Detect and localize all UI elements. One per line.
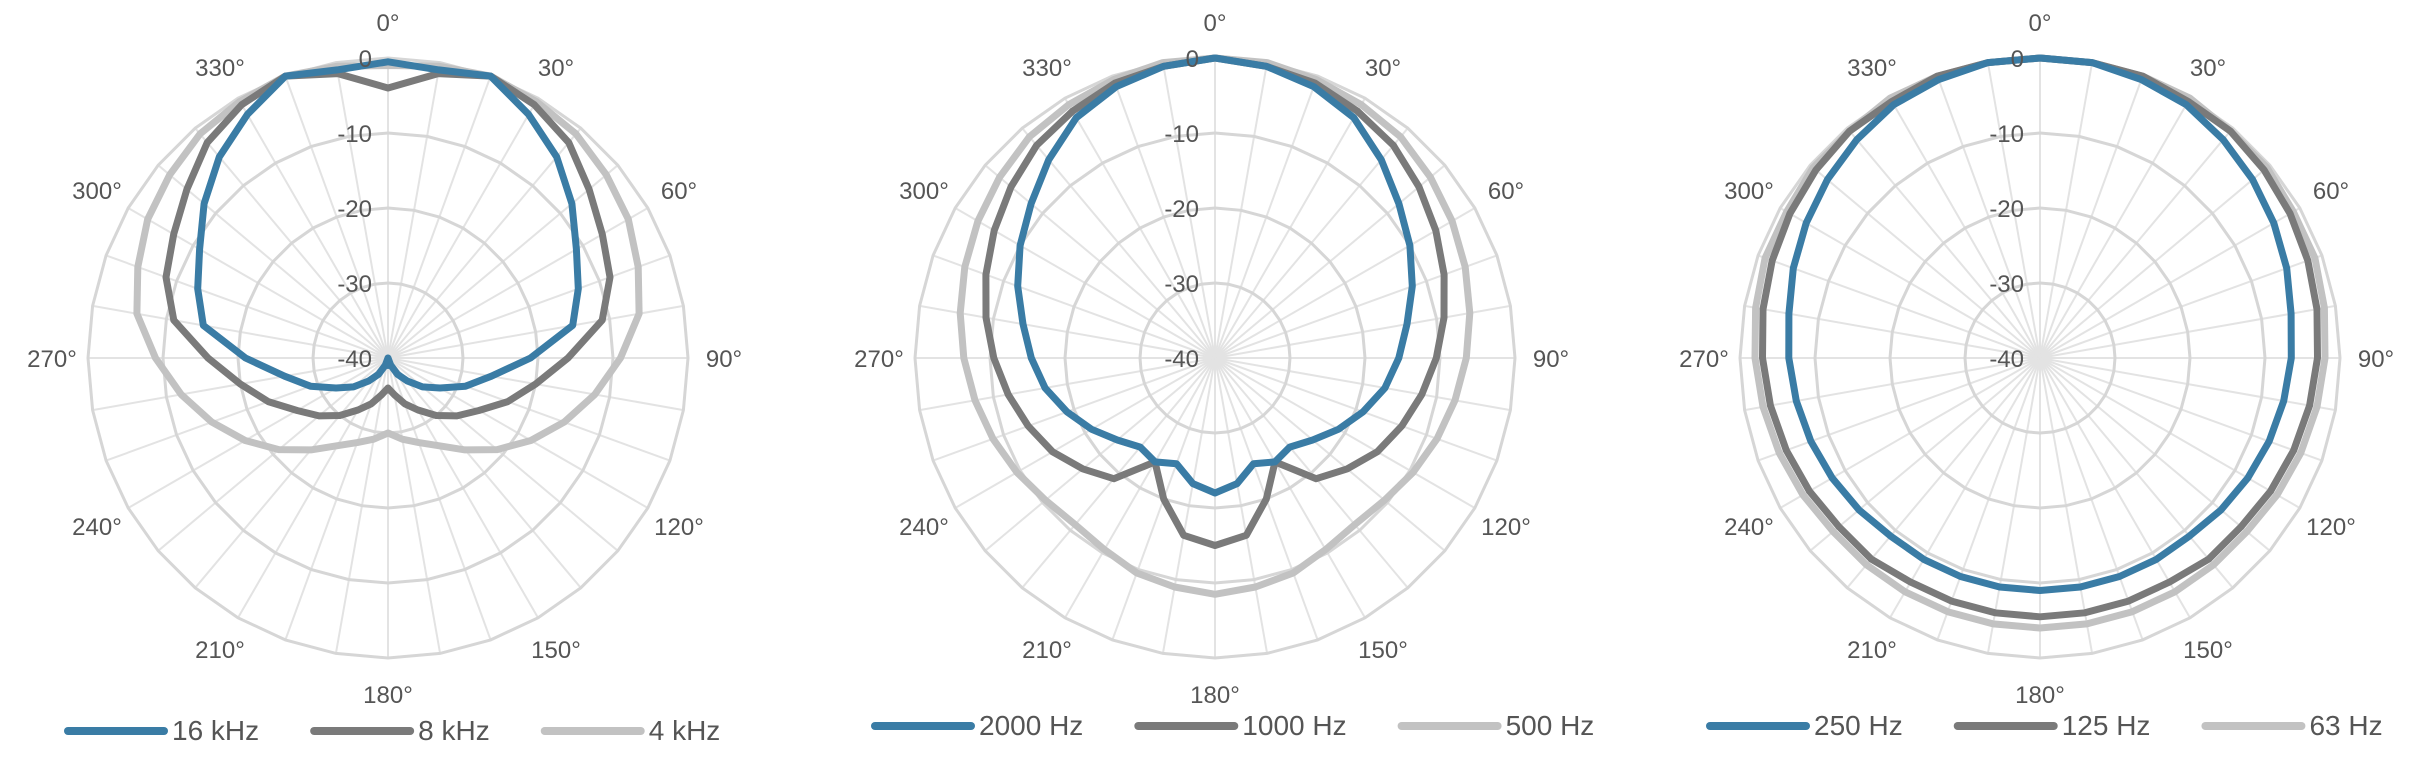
legend-label: 63 Hz [2309, 710, 2382, 741]
legend: 250 Hz 125 Hz 63 Hz [1706, 710, 2383, 741]
legend-label: 4 kHz [649, 715, 721, 746]
angle-label: 150° [531, 637, 581, 664]
legend-label: 250 Hz [1814, 710, 1903, 741]
radial-tick-label: -40 [337, 346, 372, 373]
legend-label: 1000 Hz [1242, 710, 1346, 741]
radial-tick-label: -40 [1164, 346, 1199, 373]
polar-chart-1: 0 -10 -20 -30 -40 0° 30° 60° 90° 120° 150° 180° 210°… [27, 10, 742, 746]
radial-tick-label: -30 [1164, 271, 1199, 298]
radial-tick-label: -30 [337, 271, 372, 298]
angle-label: 90° [2358, 346, 2394, 373]
angle-label: 330° [1022, 55, 1072, 82]
angle-label: 180° [363, 682, 413, 709]
series-line-4-khz [133, 62, 643, 454]
angle-label: 330° [1847, 55, 1897, 82]
angle-label: 210° [195, 637, 245, 664]
angle-label: 180° [1190, 682, 1240, 709]
series-line-1000-hz [982, 54, 1448, 549]
angle-label: 90° [706, 346, 742, 373]
series-line-8-khz [162, 70, 614, 420]
legend-label: 500 Hz [1506, 710, 1595, 741]
angle-label: 60° [661, 178, 697, 205]
radial-gridline [86, 56, 690, 660]
radial-gridline [913, 56, 1517, 660]
angle-label: 90° [1533, 346, 1569, 373]
legend-label: 125 Hz [2062, 710, 2151, 741]
series-line-125-hz [1759, 54, 2321, 621]
angle-label: 210° [1022, 637, 1072, 664]
series-line-16-khz [194, 58, 582, 392]
angle-label: 0° [1204, 10, 1227, 37]
angle-label: 150° [1358, 637, 1408, 664]
angle-label: 0° [377, 10, 400, 37]
radial-gridline [1888, 206, 2192, 510]
angle-label: 210° [1847, 637, 1897, 664]
radial-tick-label: -30 [1989, 271, 2024, 298]
series-line-2000-hz [1014, 54, 1416, 497]
radial-tick-label: 0 [359, 46, 372, 73]
angle-label: 60° [2313, 178, 2349, 205]
angle-label: 30° [1365, 55, 1401, 82]
legend: 2000 Hz 1000 Hz 500 Hz [871, 710, 1595, 741]
angle-label: 30° [2190, 55, 2226, 82]
angle-label: 120° [2306, 514, 2356, 541]
polar-chart-2: 0 -10 -20 -30 -40 0° 30° 60° 90° 120° 150° 180° 210°… [854, 10, 1594, 741]
series-line-500-hz [956, 54, 1474, 598]
angle-label: 150° [2183, 637, 2233, 664]
radial-tick-label: -10 [337, 121, 372, 148]
angle-label: 120° [1481, 514, 1531, 541]
angle-label: 240° [72, 514, 122, 541]
radial-tick-label: -10 [1164, 121, 1199, 148]
angle-label: 0° [2029, 10, 2052, 37]
legend-label: 16 kHz [172, 715, 259, 746]
angle-label: 330° [195, 55, 245, 82]
angle-label: 240° [899, 514, 949, 541]
radial-tick-label: -20 [337, 196, 372, 223]
radial-gridline [236, 206, 540, 510]
radial-tick-label: -20 [1989, 196, 2024, 223]
angle-label: 270° [1679, 346, 1729, 373]
legend-label: 8 kHz [418, 715, 490, 746]
radial-gridline [1813, 131, 2267, 585]
radial-gridline [1138, 281, 1292, 435]
radial-gridline [1738, 56, 2342, 660]
angle-label: 60° [1488, 178, 1524, 205]
radial-gridline [161, 131, 615, 585]
radial-gridline [1063, 206, 1367, 510]
radial-tick-label: -40 [1989, 346, 2024, 373]
radial-tick-label: -20 [1164, 196, 1199, 223]
angle-label: 270° [27, 346, 77, 373]
series-line-250-hz [1785, 54, 2295, 594]
series-line-63-hz [1751, 54, 2329, 632]
radial-gridline [1963, 281, 2117, 435]
angle-label: 30° [538, 55, 574, 82]
angle-label: 300° [72, 178, 122, 205]
angle-label: 240° [1724, 514, 1774, 541]
radial-tick-label: 0 [2011, 46, 2024, 73]
legend-label: 2000 Hz [979, 710, 1083, 741]
legend: 16 kHz 8 kHz 4 kHz [64, 715, 721, 746]
radial-tick-label: 0 [1186, 46, 1199, 73]
angle-label: 300° [899, 178, 949, 205]
angle-label: 180° [2015, 682, 2065, 709]
radial-tick-label: -10 [1989, 121, 2024, 148]
polar-chart-3: 0 -10 -20 -30 -40 0° 30° 60° 90° 120° 150° 180° 210°… [1679, 10, 2394, 741]
angle-label: 120° [654, 514, 704, 541]
angle-label: 300° [1724, 178, 1774, 205]
angle-label: 270° [854, 346, 904, 373]
